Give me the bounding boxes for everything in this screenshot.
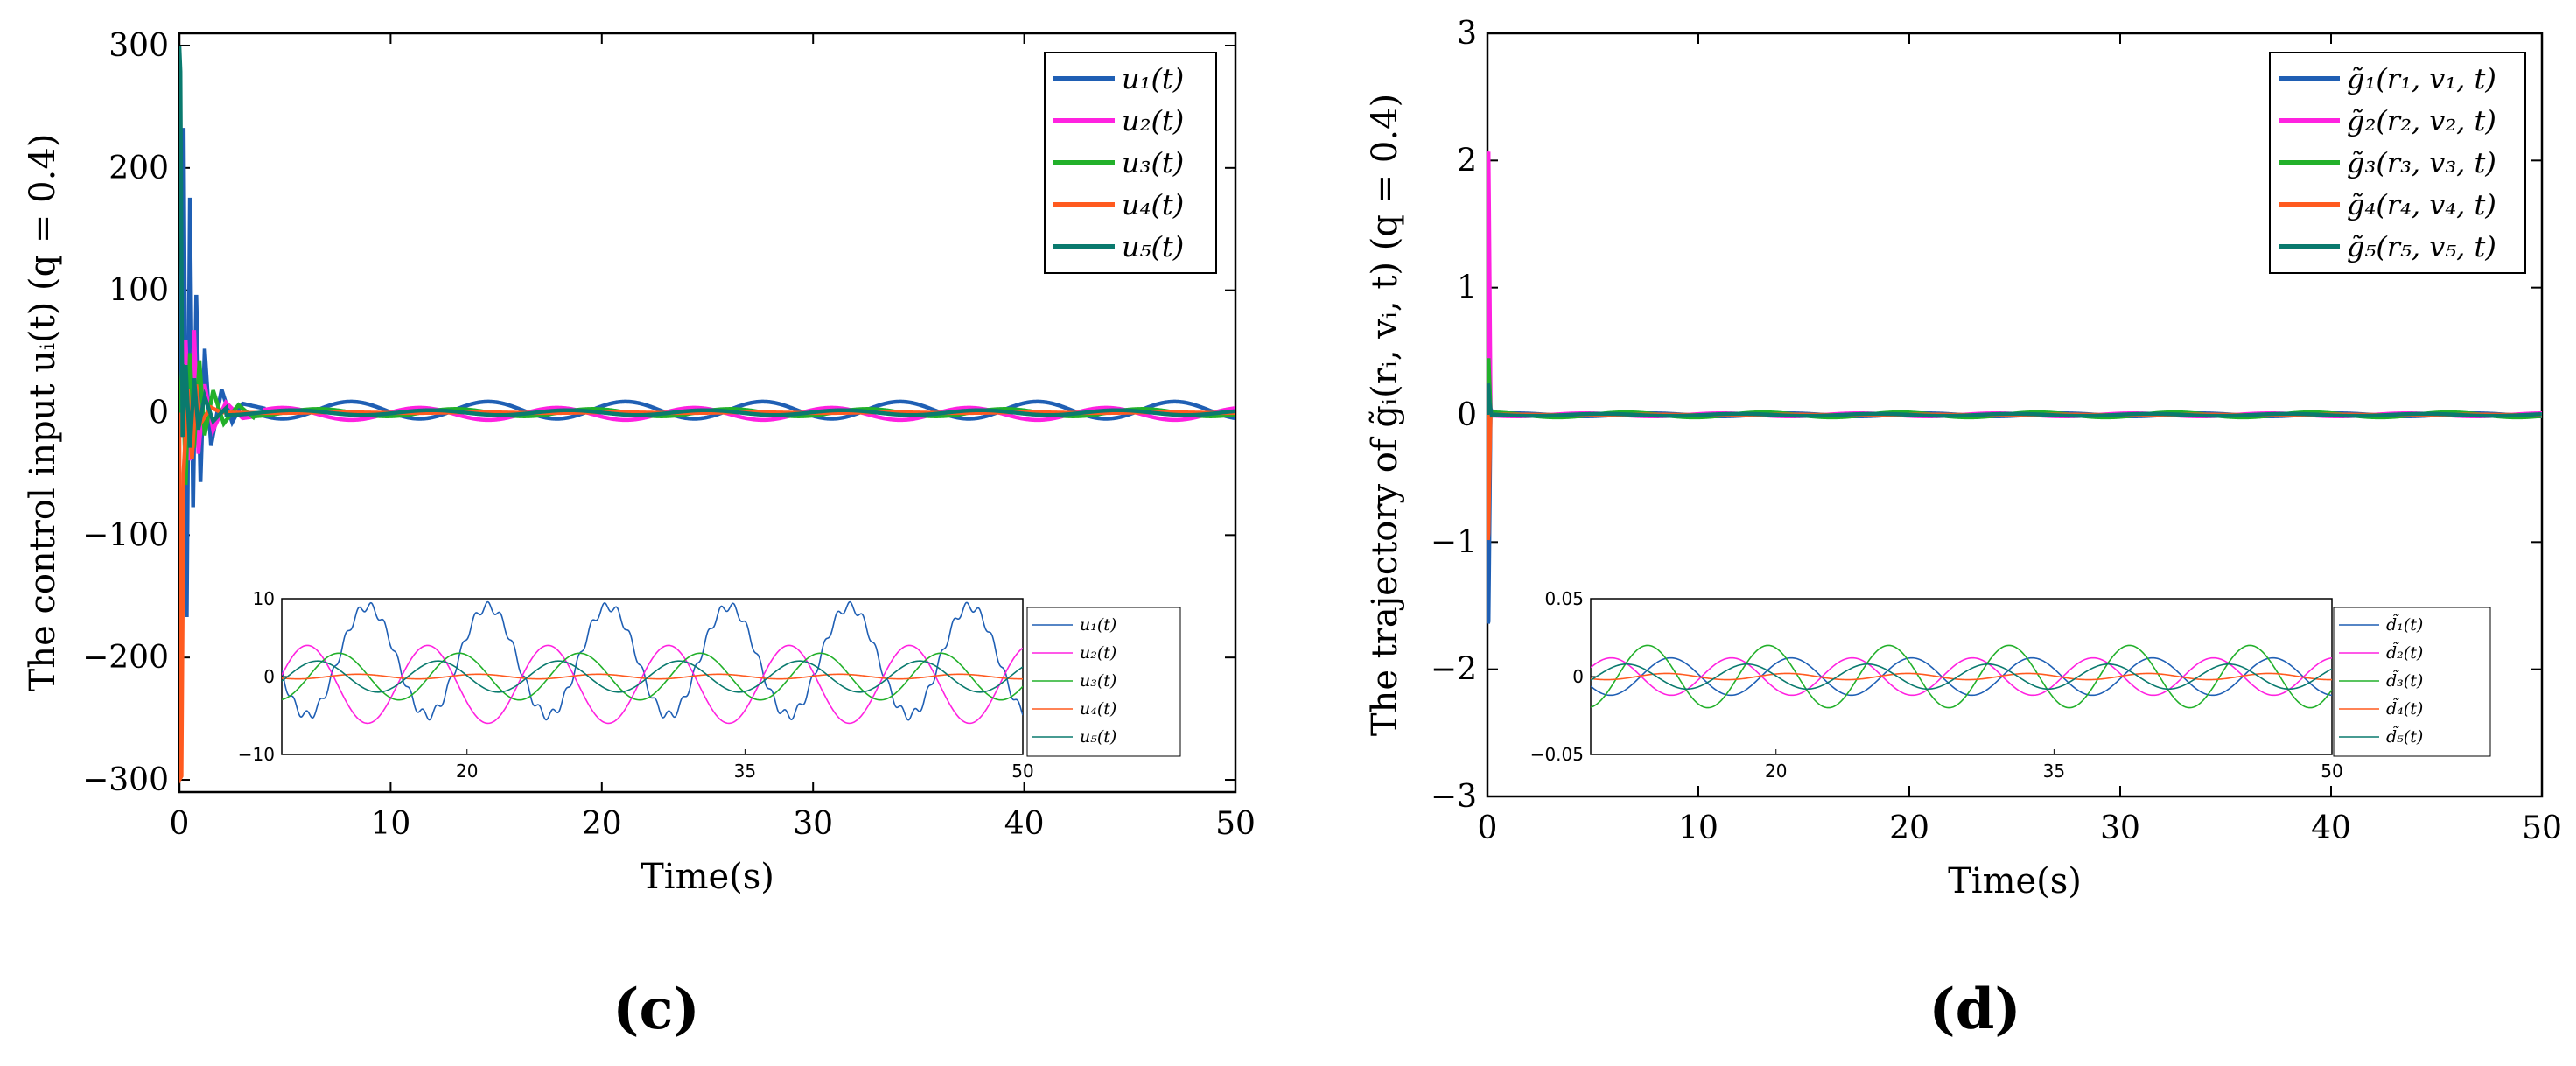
inset-series-line-2 (1591, 656, 2332, 697)
series-line-5 (179, 45, 1236, 448)
inset-y-tick-label: −0.05 (1530, 744, 1584, 765)
series-line-2 (179, 330, 1236, 461)
y-tick-label: 100 (108, 273, 169, 309)
inset-legend-label-4: d̃₄(t) (2386, 698, 2423, 719)
inset-x-tick-label: 20 (1765, 761, 1787, 782)
y-tick-label: 200 (108, 151, 169, 186)
x-tick-label: 10 (1678, 810, 1718, 846)
legend-label-2: g̃₂(r₂, v₂, t) (2347, 104, 2496, 137)
inset-x-tick-label: 20 (456, 761, 478, 782)
inset-legend-label-1: u₁(t) (1080, 615, 1116, 635)
inset-y-tick-label: −10 (238, 744, 275, 765)
inset-series-line-3 (1591, 644, 2332, 709)
inset-y-tick-label: 0 (1572, 666, 1584, 687)
legend-label-3: g̃₃(r₃, v₃, t) (2347, 146, 2496, 179)
inset-legend-box (1026, 607, 1181, 757)
x-tick-label: 50 (2522, 810, 2562, 846)
inset-x-tick-label: 50 (2320, 761, 2342, 782)
inset-series-line-1 (282, 600, 1023, 721)
y-tick-label: 0 (149, 396, 169, 431)
inset-y-tick-label: 10 (253, 588, 275, 609)
legend-label-5: u₅(t) (1122, 230, 1184, 263)
inset-y-tick-label: 0.05 (1544, 588, 1584, 609)
y-tick-label: 0 (1457, 397, 1477, 433)
inset-x-tick-label: 35 (734, 761, 756, 782)
legend-label-5: g̃₅(r₅, v₅, t) (2347, 230, 2496, 263)
legend-label-4: u₄(t) (1122, 188, 1184, 221)
legend-label-1: g̃₁(r₁, v₁, t) (2347, 62, 2496, 95)
y-axis-label: The control input uᵢ(t) (q = 0.4) (23, 134, 63, 692)
y-tick-label: 1 (1457, 270, 1477, 306)
series-line-1 (179, 128, 1236, 617)
legend-label-3: u₃(t) (1122, 146, 1184, 179)
inset-plot-area (281, 598, 1024, 755)
y-tick-label: 3 (1457, 16, 1477, 52)
panel-label: (d) (1928, 977, 2020, 1042)
inset-plot-area (1590, 598, 2333, 755)
inset-x-tick-label: 50 (1012, 761, 1033, 782)
y-tick-label: −1 (1431, 524, 1477, 560)
inset-y-tick-label: 0 (263, 666, 275, 687)
inset-x-tick-label: 35 (2043, 761, 2065, 782)
inset-series-line-5 (1591, 663, 2332, 691)
x-tick-label: 20 (1889, 810, 1929, 846)
x-tick-label: 40 (2311, 810, 2351, 846)
panel-label: (c) (612, 977, 700, 1042)
inset-legend-label-4: u₄(t) (1080, 699, 1116, 719)
inset-legend-box (2333, 607, 2491, 757)
x-tick-label: 20 (582, 806, 622, 842)
x-tick-label: 0 (170, 806, 190, 842)
inset-legend-label-3: u₃(t) (1080, 671, 1116, 691)
inset-legend-label-3: d̃₃(t) (2386, 670, 2423, 691)
inset-series-line-5 (282, 660, 1023, 693)
y-tick-label: 300 (108, 28, 169, 64)
x-axis-label: Time(s) (640, 857, 774, 897)
series-line-5 (1488, 382, 2542, 418)
inset-legend-label-2: d̃₂(t) (2386, 642, 2423, 663)
legend-box (1044, 52, 1217, 274)
x-tick-label: 10 (370, 806, 410, 842)
legend-label-1: u₁(t) (1122, 62, 1184, 95)
y-tick-label: −200 (82, 640, 169, 676)
inset-legend-label-5: d̃₅(t) (2386, 726, 2423, 747)
inset-legend-label-2: u₂(t) (1080, 643, 1116, 663)
y-tick-label: −100 (82, 517, 169, 553)
x-tick-label: 40 (1004, 806, 1045, 842)
inset-series-line-2 (282, 644, 1023, 725)
x-tick-label: 30 (2100, 810, 2140, 846)
legend-label-2: u₂(t) (1122, 104, 1184, 137)
inset-legend-label-5: u₅(t) (1080, 727, 1116, 747)
y-tick-label: −300 (82, 762, 169, 798)
x-axis-label: Time(s) (1948, 861, 2082, 901)
y-axis-label: The trajectory of g̃ᵢ(rᵢ, vᵢ, t) (q = 0.… (1365, 94, 1405, 736)
inset-series-line-3 (282, 652, 1023, 701)
y-tick-label: 2 (1457, 143, 1477, 179)
legend-label-4: g̃₄(r₄, v₄, t) (2347, 188, 2496, 221)
x-tick-label: 50 (1215, 806, 1256, 842)
panel-c-chart: 0 10 20 30 40 503002001000−100−200−300Time(s)… (23, 28, 1256, 1042)
inset-legend-label-1: d̃₁(t) (2386, 614, 2423, 635)
y-tick-label: −3 (1431, 779, 1477, 815)
x-tick-label: 0 (1478, 810, 1498, 846)
x-tick-label: 30 (793, 806, 833, 842)
y-tick-label: −2 (1431, 652, 1477, 688)
